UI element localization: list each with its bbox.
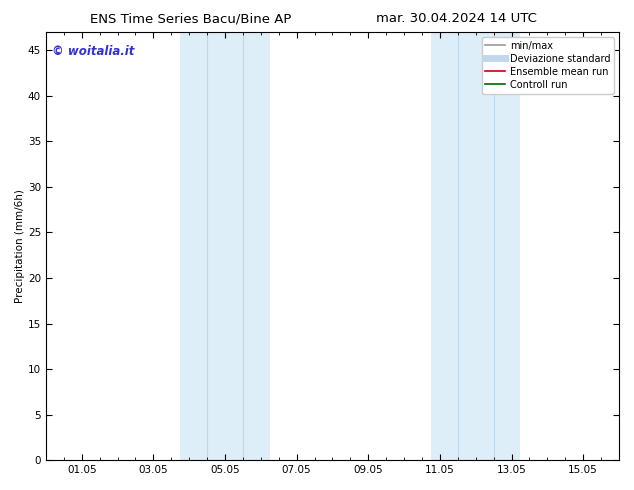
Text: ENS Time Series Bacu/Bine AP: ENS Time Series Bacu/Bine AP: [89, 12, 291, 25]
Text: © woitalia.it: © woitalia.it: [51, 45, 134, 58]
Text: mar. 30.04.2024 14 UTC: mar. 30.04.2024 14 UTC: [376, 12, 537, 25]
Bar: [180, 32, 269, 460]
Bar: [431, 32, 521, 460]
Y-axis label: Precipitation (mm/6h): Precipitation (mm/6h): [15, 189, 25, 303]
Legend: min/max, Deviazione standard, Ensemble mean run, Controll run: min/max, Deviazione standard, Ensemble m…: [482, 37, 614, 94]
